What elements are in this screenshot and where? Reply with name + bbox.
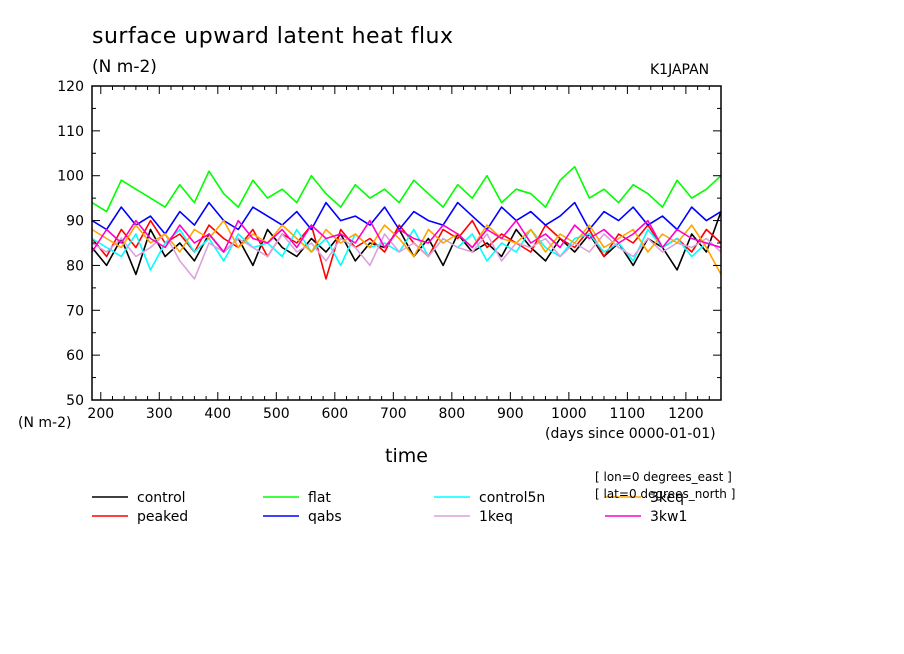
x-tick-label: 700 <box>380 406 407 422</box>
chart-title: surface upward latent heat flux <box>92 24 454 49</box>
legend-label-control: control <box>137 490 186 506</box>
x-tick-label: 900 <box>497 406 524 422</box>
y-tick-label: 50 <box>66 393 84 409</box>
legend-label-control5n: control5n <box>479 490 545 506</box>
latitude-label: [ lat=0 degrees_north ] <box>595 487 736 501</box>
x-tick-label: 600 <box>321 406 348 422</box>
legend-label-qabs: qabs <box>308 509 342 525</box>
y-tick-label: 60 <box>66 348 84 364</box>
x-axis-label: time <box>385 445 428 467</box>
legend-label-3kw1: 3kw1 <box>650 509 687 525</box>
series-line-qabs <box>91 201 722 235</box>
y-tick-label: 70 <box>66 303 84 319</box>
x-tick-label: 500 <box>263 406 290 422</box>
x-tick-label: 1000 <box>551 406 587 422</box>
series-line-3keq <box>91 219 722 275</box>
y-tick-label: 120 <box>57 79 84 95</box>
series-line-flat <box>91 165 722 213</box>
y-tick-label: 80 <box>66 258 84 274</box>
x-tick-label: 1100 <box>610 406 646 422</box>
x-tick-label: 800 <box>438 406 465 422</box>
axis-ticks: 50 60 70 80 90 100 110 120 200 300 400 500 600 700 800… <box>57 79 722 422</box>
legend-label-3keq: 3keq <box>650 490 684 506</box>
model-source-label: K1JAPAN <box>650 62 710 78</box>
series-line-control5n <box>91 228 722 271</box>
y-tick-label: 90 <box>66 214 84 230</box>
x-tick-label: 200 <box>87 406 114 422</box>
x-tick-label: 400 <box>204 406 231 422</box>
chart-units: (N m-2) <box>92 57 157 77</box>
y-tick-label: 100 <box>57 169 84 185</box>
series-line-3kw1 <box>91 219 722 253</box>
x-tick-label: 1200 <box>668 406 704 422</box>
legend-label-flat: flat <box>308 490 331 506</box>
x-axis-units-label: (days since 0000-01-01) <box>545 426 716 442</box>
y-tick-label: 110 <box>57 124 84 140</box>
legend-label-peaked: peaked <box>137 509 188 525</box>
series-lines <box>91 165 722 280</box>
x-tick-label: 300 <box>146 406 173 422</box>
legend-label-1keq: 1keq <box>479 509 513 525</box>
y-axis-unit-label: (N m-2) <box>18 415 72 431</box>
longitude-label: [ lon=0 degrees_east ] <box>595 470 732 484</box>
legend: control flat control5n 3keq peaked qabs 1keq 3k… <box>92 490 687 525</box>
